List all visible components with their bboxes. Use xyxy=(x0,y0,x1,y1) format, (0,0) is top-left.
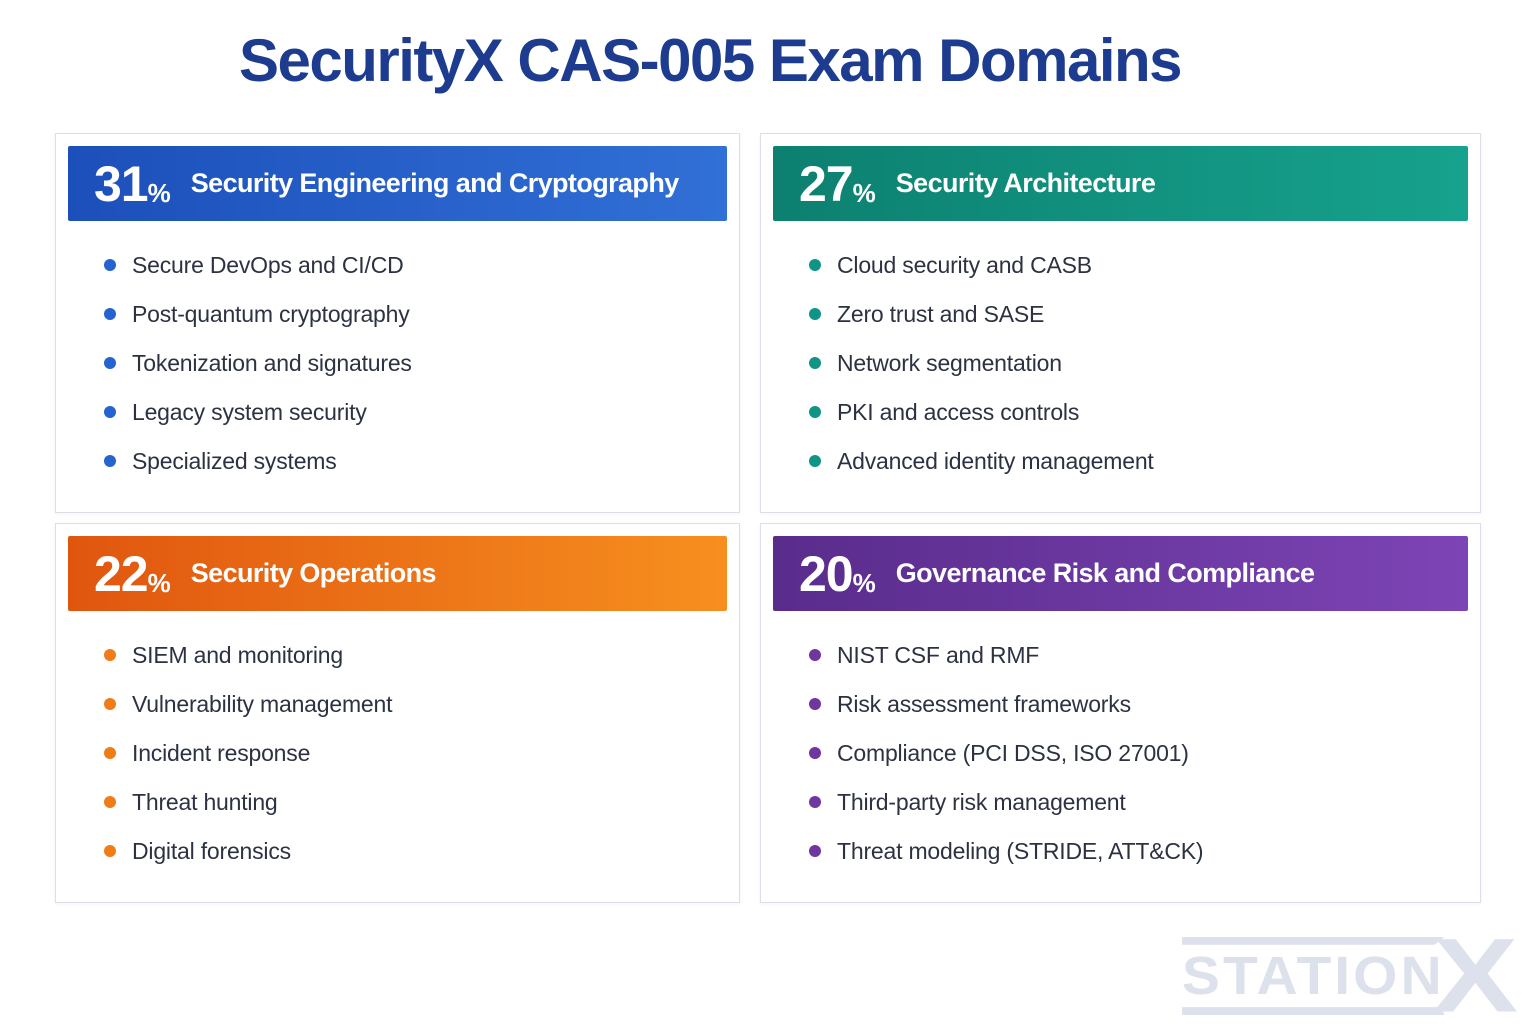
domain-title: Security Engineering and Cryptography xyxy=(190,168,679,198)
logo-top-line xyxy=(1182,937,1445,945)
topic-item: Vulnerability management xyxy=(104,688,727,720)
topic-item: NIST CSF and RMF xyxy=(809,639,1468,671)
logo-x-letter: X xyxy=(1432,916,1518,1024)
percent-sign: % xyxy=(147,567,171,598)
logo-bottom-line xyxy=(1182,1007,1445,1015)
percent-sign: % xyxy=(852,177,876,208)
card-security-operations: 22 % Security Operations SIEM and monito… xyxy=(55,523,740,903)
domain-title: Security Architecture xyxy=(895,168,1156,198)
topic-item: Advanced identity management xyxy=(809,445,1468,477)
topic-list: NIST CSF and RMF Risk assessment framewo… xyxy=(773,639,1468,867)
topic-item: Threat modeling (STRIDE, ATT&CK) xyxy=(809,835,1468,867)
domain-title: Security Operations xyxy=(190,558,437,588)
topic-list: SIEM and monitoring Vulnerability manage… xyxy=(68,639,727,867)
percent-group: 31 % xyxy=(94,159,171,209)
card-governance-risk-and-compliance: 20 % Governance Risk and Compliance NIST… xyxy=(760,523,1481,903)
topic-item: Zero trust and SASE xyxy=(809,298,1468,330)
topic-item: PKI and access controls xyxy=(809,396,1468,428)
percent-group: 27 % xyxy=(799,159,876,209)
topic-list: Cloud security and CASB Zero trust and S… xyxy=(773,249,1468,477)
percent-group: 20 % xyxy=(799,549,876,599)
topic-item: Cloud security and CASB xyxy=(809,249,1468,281)
percent-sign: % xyxy=(852,567,876,598)
card-header: 31 % Security Engineering and Cryptograp… xyxy=(68,146,727,221)
card-security-architecture: 27 % Security Architecture Cloud securit… xyxy=(760,133,1481,513)
card-header: 22 % Security Operations xyxy=(68,536,727,611)
topic-item: Network segmentation xyxy=(809,347,1468,379)
card-security-engineering-and-cryptography: 31 % Security Engineering and Cryptograp… xyxy=(55,133,740,513)
exam-domains-grid: 31 % Security Engineering and Cryptograp… xyxy=(55,133,1481,903)
topic-item: Digital forensics xyxy=(104,835,727,867)
percent-value: 27 xyxy=(799,155,854,212)
topic-item: Tokenization and signatures xyxy=(104,347,727,379)
domain-title: Governance Risk and Compliance xyxy=(895,558,1315,588)
topic-item: Secure DevOps and CI/CD xyxy=(104,249,727,281)
percent-value: 31 xyxy=(94,155,149,212)
topic-list: Secure DevOps and CI/CD Post-quantum cry… xyxy=(68,249,727,477)
percent-value: 22 xyxy=(94,545,149,602)
logo-wordmark-block: STATION xyxy=(1181,937,1445,1015)
percent-sign: % xyxy=(147,177,171,208)
percent-group: 22 % xyxy=(94,549,171,599)
topic-item: Threat hunting xyxy=(104,786,727,818)
percent-value: 20 xyxy=(799,545,854,602)
card-header: 27 % Security Architecture xyxy=(773,146,1468,221)
logo-wordmark: STATION xyxy=(1181,945,1445,1007)
topic-item: Incident response xyxy=(104,737,727,769)
topic-item: Third-party risk management xyxy=(809,786,1468,818)
topic-item: Post-quantum cryptography xyxy=(104,298,727,330)
topic-item: Specialized systems xyxy=(104,445,727,477)
stationx-logo: STATION X xyxy=(1181,916,1518,1024)
topic-item: Compliance (PCI DSS, ISO 27001) xyxy=(809,737,1468,769)
topic-item: Legacy system security xyxy=(104,396,727,428)
topic-item: Risk assessment frameworks xyxy=(809,688,1468,720)
card-header: 20 % Governance Risk and Compliance xyxy=(773,536,1468,611)
topic-item: SIEM and monitoring xyxy=(104,639,727,671)
page-title: SecurityX CAS-005 Exam Domains xyxy=(238,27,1183,94)
